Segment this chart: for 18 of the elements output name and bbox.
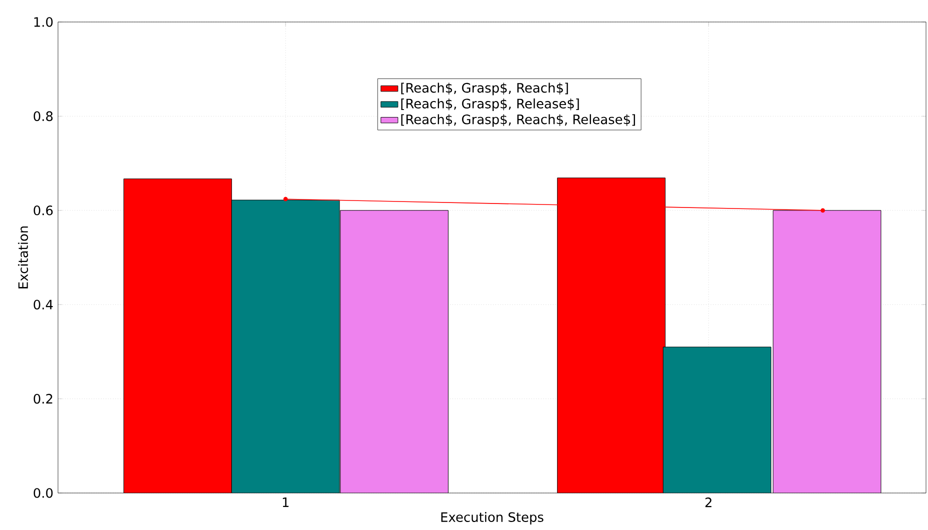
bar bbox=[124, 178, 232, 493]
y-tick-label: 0.2 bbox=[34, 394, 52, 404]
x-tick-label: 1 bbox=[282, 498, 289, 507]
bar bbox=[772, 210, 882, 493]
y-tick-label: 0.6 bbox=[34, 206, 53, 216]
y-tick-label: 0.0 bbox=[34, 488, 53, 498]
legend-label: [Reach$, Grasp$, Reach$, Release$] bbox=[401, 114, 635, 127]
x-tick-label: 2 bbox=[705, 498, 712, 508]
x-axis-title: Execution Steps bbox=[441, 512, 544, 525]
bar bbox=[662, 346, 772, 493]
y-tick-label: 0.4 bbox=[34, 300, 53, 310]
bar bbox=[231, 200, 340, 493]
y-tick-label: 0.8 bbox=[34, 111, 53, 122]
y-tick-label: 1.0 bbox=[34, 17, 53, 27]
bar bbox=[340, 210, 448, 493]
legend-label: [Reach$, Grasp$, Release$] bbox=[401, 98, 579, 111]
legend-label: [Reach$, Grasp$, Reach$] bbox=[401, 82, 568, 96]
y-axis-title: Excitation bbox=[18, 226, 28, 288]
